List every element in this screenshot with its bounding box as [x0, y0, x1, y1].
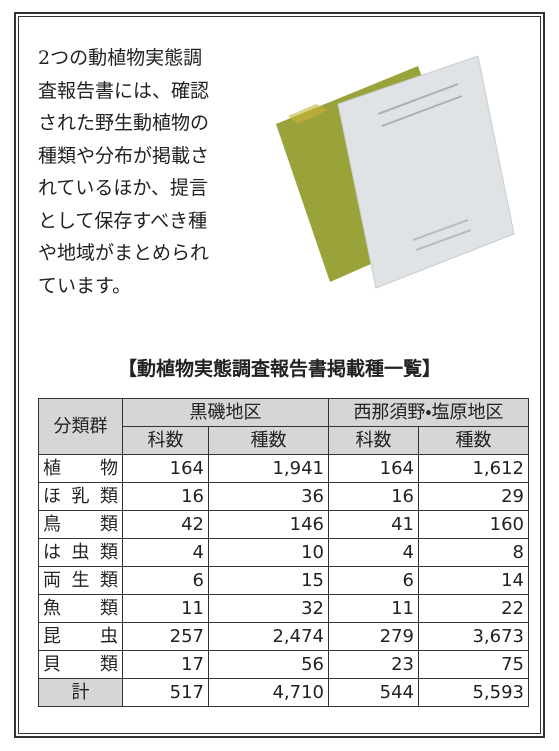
- table-cell: 1,941: [209, 455, 329, 483]
- header-cell: 種数: [209, 427, 329, 455]
- table-cell: 41: [329, 511, 419, 539]
- row-label: 鳥類: [39, 511, 123, 539]
- paragraph-line: 種類や分布が掲載さ: [38, 140, 278, 173]
- table-cell: 4,710: [209, 679, 329, 707]
- table-cell: 56: [209, 651, 329, 679]
- header-cell: 科数: [123, 427, 209, 455]
- table-cell: 16: [329, 483, 419, 511]
- table-cell: 36: [209, 483, 329, 511]
- table-cell: 146: [209, 511, 329, 539]
- row-label: 計: [39, 679, 123, 707]
- paragraph-line: として保存すべき種: [38, 205, 278, 238]
- row-label: 昆虫: [39, 623, 123, 651]
- table-cell: 3,673: [419, 623, 529, 651]
- table-cell: 4: [123, 539, 209, 567]
- table-title: 【動植物実態調査報告書掲載種一覧】: [0, 354, 559, 381]
- header-cell: 分類群: [39, 399, 123, 455]
- table-cell: 29: [419, 483, 529, 511]
- header-cell: 種数: [419, 427, 529, 455]
- paragraph-line: された野生動植物の: [38, 107, 278, 140]
- row-label: ほ乳類: [39, 483, 123, 511]
- table-cell: 1,612: [419, 455, 529, 483]
- table-cell: 160: [419, 511, 529, 539]
- page: 2つの動植物実態調査報告書には、確認された野生動植物の種類や分布が掲載されている…: [0, 0, 559, 751]
- paragraph-line: 2つの動植物実態調: [38, 42, 278, 75]
- row-label: 植物: [39, 455, 123, 483]
- table-cell: 32: [209, 595, 329, 623]
- table-cell: 75: [419, 651, 529, 679]
- table-cell: 11: [329, 595, 419, 623]
- table-cell: 10: [209, 539, 329, 567]
- table-cell: 23: [329, 651, 419, 679]
- row-label: 貝類: [39, 651, 123, 679]
- header-cell: 黒磯地区: [123, 399, 329, 427]
- table-cell: 17: [123, 651, 209, 679]
- row-label: は虫類: [39, 539, 123, 567]
- table-cell: 14: [419, 567, 529, 595]
- table-cell: 5,593: [419, 679, 529, 707]
- table-cell: 6: [329, 567, 419, 595]
- paragraph-line: や地域がまとめられ: [38, 237, 278, 270]
- table-cell: 2,474: [209, 623, 329, 651]
- table-cell: 6: [123, 567, 209, 595]
- table-cell: 4: [329, 539, 419, 567]
- table-cell: 16: [123, 483, 209, 511]
- table-cell: 164: [123, 455, 209, 483]
- row-label: 魚類: [39, 595, 123, 623]
- table-cell: 517: [123, 679, 209, 707]
- paragraph-line: 査報告書には、確認: [38, 75, 278, 108]
- header-cell: 科数: [329, 427, 419, 455]
- row-label: 両生類: [39, 567, 123, 595]
- table-cell: 164: [329, 455, 419, 483]
- table-cell: 11: [123, 595, 209, 623]
- paragraph-line: ています。: [38, 270, 278, 303]
- paragraph: 2つの動植物実態調査報告書には、確認された野生動植物の種類や分布が掲載されている…: [38, 42, 278, 302]
- table-cell: 544: [329, 679, 419, 707]
- table-cell: 15: [209, 567, 329, 595]
- table-cell: 8: [419, 539, 529, 567]
- table-cell: 42: [123, 511, 209, 539]
- table-cell: 257: [123, 623, 209, 651]
- table-cell: 279: [329, 623, 419, 651]
- paragraph-line: れているほか、提言: [38, 172, 278, 205]
- header-cell: 西那須野・塩原地区: [329, 399, 529, 427]
- books-photo: [268, 44, 518, 294]
- table-cell: 22: [419, 595, 529, 623]
